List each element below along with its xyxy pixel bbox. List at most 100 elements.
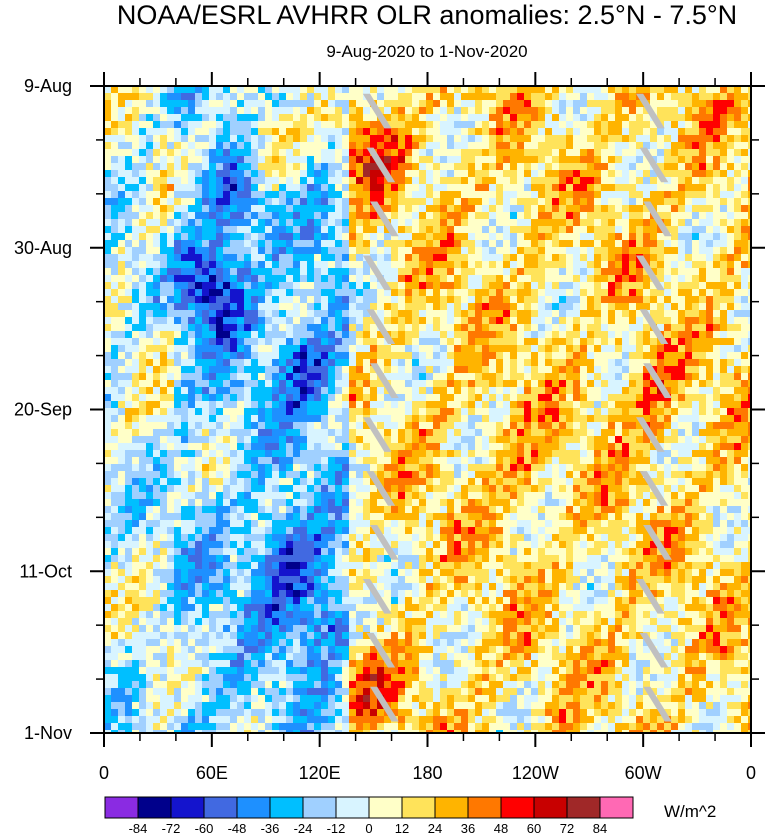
- field-cell: [363, 163, 371, 171]
- field-cell: [727, 338, 735, 346]
- field-cell: [216, 135, 224, 143]
- field-cell: [167, 135, 175, 143]
- field-cell: [216, 240, 224, 248]
- field-cell: [398, 408, 406, 416]
- field-cell: [244, 408, 252, 416]
- field-cell: [153, 156, 161, 164]
- field-cell: [454, 240, 462, 248]
- field-cell: [342, 436, 350, 444]
- field-cell: [209, 107, 217, 115]
- field-cell: [363, 282, 371, 290]
- field-cell: [167, 296, 175, 304]
- field-cell: [104, 394, 112, 402]
- field-cell: [279, 310, 287, 318]
- field-cell: [279, 254, 287, 262]
- field-cell: [237, 457, 245, 465]
- field-cell: [412, 135, 420, 143]
- field-cell: [622, 135, 630, 143]
- field-cell: [195, 289, 203, 297]
- field-cell: [286, 345, 294, 353]
- field-cell: [293, 135, 301, 143]
- field-cell: [489, 233, 497, 241]
- field-cell: [279, 436, 287, 444]
- field-cell: [650, 408, 658, 416]
- field-cell: [181, 205, 189, 213]
- field-cell: [244, 205, 252, 213]
- field-cell: [496, 429, 504, 437]
- field-cell: [657, 107, 665, 115]
- field-cell: [678, 198, 686, 206]
- field-cell: [426, 303, 434, 311]
- field-cell: [720, 296, 728, 304]
- field-cell: [286, 387, 294, 395]
- field-cell: [230, 338, 238, 346]
- field-cell: [587, 282, 595, 290]
- field-cell: [531, 135, 539, 143]
- field-cell: [153, 128, 161, 136]
- field-cell: [125, 268, 133, 276]
- field-cell: [433, 240, 441, 248]
- field-cell: [629, 450, 637, 458]
- field-cell: [454, 422, 462, 430]
- field-cell: [678, 296, 686, 304]
- field-cell: [258, 114, 266, 122]
- field-cell: [524, 275, 532, 283]
- field-cell: [405, 128, 413, 136]
- field-cell: [335, 107, 343, 115]
- field-cell: [496, 408, 504, 416]
- field-cell: [139, 184, 147, 192]
- field-cell: [545, 135, 553, 143]
- field-cell: [279, 345, 287, 353]
- field-cell: [419, 408, 427, 416]
- field-cell: [384, 86, 392, 94]
- field-cell: [727, 212, 735, 220]
- field-cell: [342, 303, 350, 311]
- field-cell: [636, 226, 644, 234]
- field-cell: [202, 240, 210, 248]
- field-cell: [692, 387, 700, 395]
- field-cell: [678, 226, 686, 234]
- field-cell: [601, 352, 609, 360]
- field-cell: [440, 191, 448, 199]
- field-cell: [503, 163, 511, 171]
- field-cell: [594, 233, 602, 241]
- field-cell: [727, 177, 735, 185]
- field-cell: [566, 352, 574, 360]
- field-cell: [265, 86, 273, 94]
- field-cell: [664, 170, 672, 178]
- field-cell: [713, 184, 721, 192]
- field-cell: [559, 387, 567, 395]
- field-cell: [307, 408, 315, 416]
- field-cell: [356, 359, 364, 367]
- field-cell: [475, 331, 483, 339]
- field-cell: [286, 429, 294, 437]
- field-cell: [685, 212, 693, 220]
- field-cell: [244, 401, 252, 409]
- field-cell: [475, 107, 483, 115]
- field-cell: [587, 100, 595, 108]
- field-cell: [727, 233, 735, 241]
- field-cell: [279, 226, 287, 234]
- field-cell: [174, 352, 182, 360]
- field-cell: [300, 100, 308, 108]
- field-cell: [657, 310, 665, 318]
- field-cell: [104, 198, 112, 206]
- field-cell: [286, 198, 294, 206]
- field-cell: [202, 261, 210, 269]
- field-cell: [202, 275, 210, 283]
- field-cell: [727, 226, 735, 234]
- field-cell: [342, 226, 350, 234]
- field-cell: [468, 366, 476, 374]
- field-cell: [426, 275, 434, 283]
- field-cell: [671, 436, 679, 444]
- field-cell: [531, 394, 539, 402]
- field-cell: [132, 380, 140, 388]
- field-cell: [636, 310, 644, 318]
- field-cell: [475, 121, 483, 129]
- field-cell: [440, 338, 448, 346]
- field-cell: [426, 443, 434, 451]
- field-cell: [398, 114, 406, 122]
- field-cell: [615, 345, 623, 353]
- field-cell: [713, 93, 721, 101]
- field-cell: [265, 380, 273, 388]
